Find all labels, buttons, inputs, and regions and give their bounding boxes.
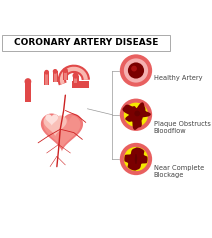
Polygon shape — [124, 147, 148, 171]
Text: Near Complete
Blockage: Near Complete Blockage — [154, 165, 204, 178]
Bar — [63, 70, 68, 80]
Circle shape — [53, 69, 57, 74]
Bar — [72, 81, 89, 88]
Circle shape — [124, 58, 148, 83]
Polygon shape — [123, 102, 151, 130]
Bar — [73, 76, 78, 83]
Bar — [25, 82, 31, 102]
Bar — [74, 76, 77, 83]
Circle shape — [120, 99, 152, 131]
Polygon shape — [41, 114, 83, 152]
Bar — [53, 71, 57, 82]
Circle shape — [124, 103, 148, 127]
Text: Healthy Artery: Healthy Artery — [154, 75, 202, 81]
Circle shape — [44, 70, 49, 74]
Circle shape — [63, 68, 68, 73]
Polygon shape — [43, 115, 67, 136]
Circle shape — [120, 143, 152, 175]
Circle shape — [128, 62, 144, 79]
Circle shape — [73, 73, 79, 79]
Circle shape — [131, 66, 137, 71]
Bar — [64, 70, 67, 80]
Polygon shape — [43, 115, 81, 149]
Polygon shape — [135, 154, 137, 164]
Bar — [44, 72, 49, 85]
Bar — [54, 71, 57, 82]
Text: Plaque Obstructs
Bloodflow: Plaque Obstructs Bloodflow — [154, 121, 211, 134]
Circle shape — [124, 147, 148, 171]
Polygon shape — [65, 116, 73, 123]
Bar — [45, 72, 48, 85]
Text: CORONARY ARTERY DISEASE: CORONARY ARTERY DISEASE — [14, 38, 158, 47]
Circle shape — [25, 78, 31, 85]
Polygon shape — [45, 114, 58, 126]
Circle shape — [134, 110, 140, 116]
Circle shape — [120, 54, 152, 87]
FancyBboxPatch shape — [1, 35, 170, 51]
